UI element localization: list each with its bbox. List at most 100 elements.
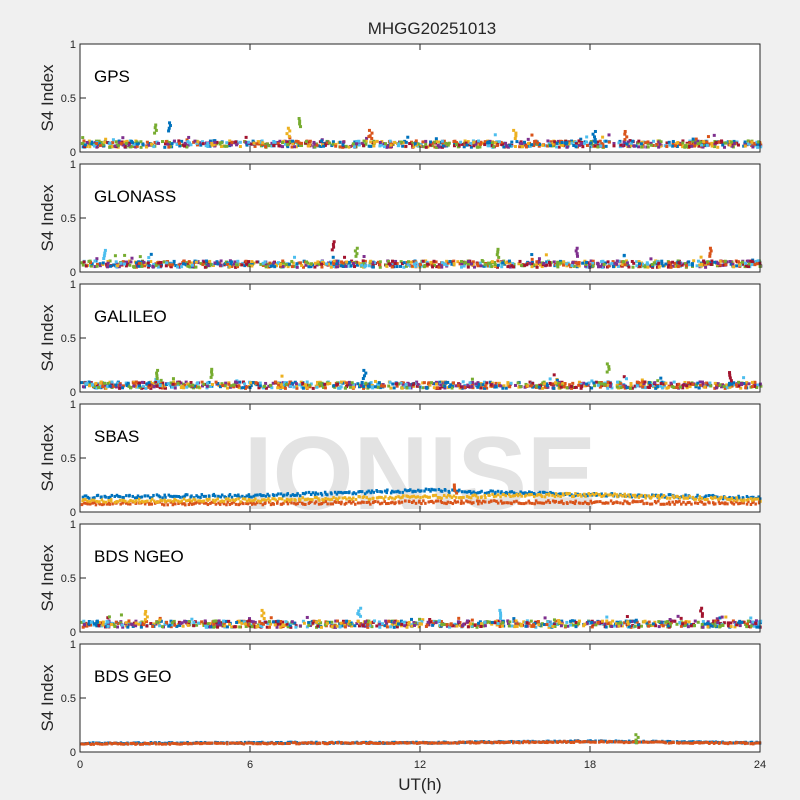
data-point: [428, 618, 432, 622]
data-point: [121, 260, 125, 264]
data-point: [225, 141, 229, 145]
data-point: [446, 380, 450, 384]
data-point: [320, 265, 324, 269]
data-point: [144, 494, 147, 498]
data-point: [201, 499, 204, 503]
data-point: [547, 499, 550, 503]
data-point: [452, 140, 456, 144]
y-tick-label: 1: [70, 279, 76, 291]
data-point: [230, 140, 234, 144]
data-point: [245, 499, 249, 503]
data-point: [466, 383, 470, 387]
data-point: [367, 619, 371, 623]
data-point: [585, 382, 589, 386]
data-point: [585, 143, 589, 147]
data-point: [351, 144, 355, 148]
data-point: [436, 495, 440, 499]
data-point: [82, 260, 86, 264]
data-point: [355, 621, 359, 625]
data-point: [647, 620, 651, 624]
data-point: [146, 261, 150, 265]
data-point: [410, 264, 414, 268]
data-point: [290, 501, 293, 505]
data-point: [730, 140, 734, 144]
data-point: [645, 621, 649, 625]
data-point: [361, 259, 365, 263]
data-point: [549, 623, 553, 627]
data-point: [286, 502, 290, 506]
data-point-spike: [729, 379, 733, 383]
data-point: [495, 144, 499, 148]
data-point: [232, 262, 236, 266]
data-point: [97, 385, 101, 389]
data-point: [501, 261, 505, 265]
data-point: [121, 136, 125, 140]
data-point: [128, 145, 132, 149]
data-point: [229, 263, 233, 267]
data-point: [108, 380, 112, 384]
data-point: [375, 139, 379, 143]
data-point: [388, 262, 392, 266]
data-point: [660, 495, 664, 499]
data-point: [716, 262, 720, 266]
data-point: [553, 140, 557, 144]
data-point: [548, 624, 552, 628]
data-point: [571, 260, 575, 264]
data-point: [137, 381, 141, 385]
data-point: [133, 500, 137, 504]
data-point: [571, 495, 574, 499]
data-point: [568, 491, 571, 495]
data-point: [489, 144, 493, 148]
data-point: [685, 386, 689, 390]
data-point: [113, 494, 117, 498]
data-point: [424, 501, 427, 505]
data-point: [560, 619, 564, 623]
data-point: [499, 384, 503, 388]
data-point: [338, 145, 342, 149]
data-point: [675, 386, 679, 390]
data-point: [197, 499, 200, 503]
data-point: [125, 494, 128, 498]
data-point: [91, 501, 94, 505]
data-point: [124, 501, 128, 505]
data-point: [445, 502, 448, 506]
data-point: [636, 623, 640, 627]
data-point: [463, 261, 467, 265]
data-point: [353, 265, 357, 269]
data-point: [627, 624, 631, 628]
data-point: [655, 494, 659, 498]
data-point: [679, 616, 683, 620]
data-point: [570, 139, 574, 143]
data-point: [348, 622, 352, 626]
data-point: [235, 263, 239, 267]
data-point: [334, 259, 338, 263]
data-point: [574, 623, 578, 627]
data-point: [414, 489, 417, 493]
data-point: [294, 625, 298, 629]
data-point: [458, 488, 461, 492]
data-point: [281, 620, 285, 624]
data-point: [580, 494, 583, 498]
data-point: [468, 622, 472, 626]
data-point: [199, 262, 203, 266]
data-point: [558, 383, 562, 387]
data-point: [370, 489, 374, 493]
data-point: [113, 625, 117, 629]
data-point: [241, 380, 245, 384]
data-point: [747, 500, 750, 504]
data-point: [214, 380, 218, 384]
data-point: [611, 494, 615, 498]
data-point: [324, 497, 327, 501]
data-point: [92, 498, 96, 502]
data-point: [563, 141, 567, 145]
data-point: [646, 385, 650, 389]
data-point: [350, 497, 354, 501]
data-point: [372, 490, 376, 494]
data-point: [369, 491, 373, 495]
data-point: [698, 140, 702, 144]
data-point: [232, 500, 236, 504]
data-point: [215, 260, 219, 264]
data-point: [266, 262, 270, 266]
data-point: [415, 622, 419, 626]
data-point: [577, 622, 581, 626]
